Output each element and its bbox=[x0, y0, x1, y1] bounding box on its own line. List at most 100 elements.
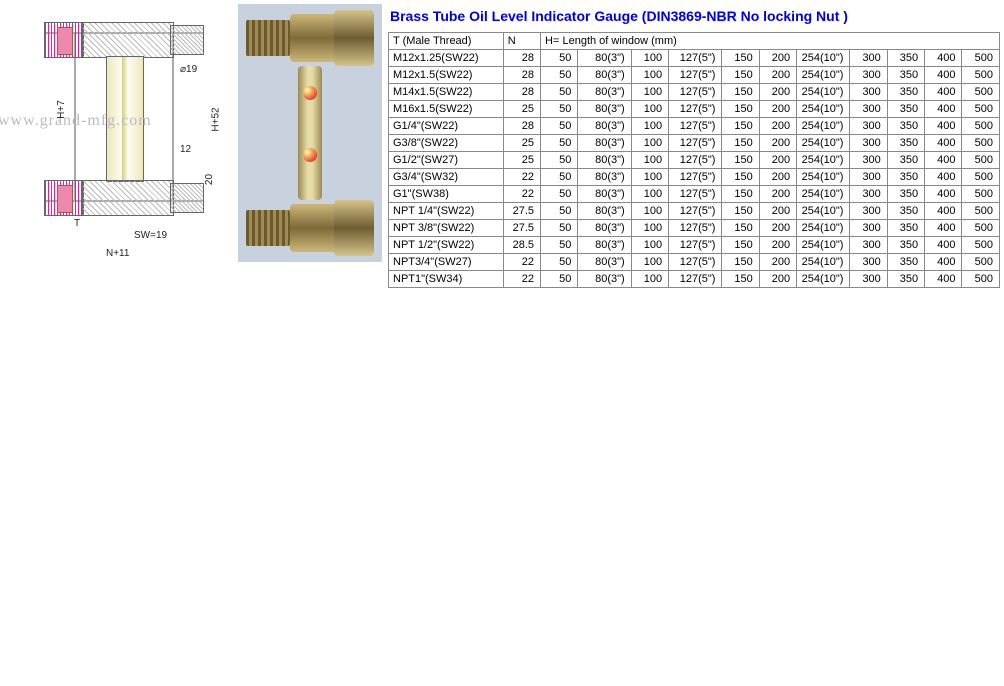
cell-value: 127(5") bbox=[669, 118, 722, 135]
cell-value: 50 bbox=[541, 84, 578, 101]
cell-value: 100 bbox=[631, 67, 668, 84]
table-row: NPT 1/4"(SW22)27.55080(3")100127(5")1502… bbox=[389, 203, 1000, 220]
cell-value: 200 bbox=[759, 50, 796, 67]
col-thread: T (Male Thread) bbox=[389, 33, 504, 50]
cell-value: 400 bbox=[925, 186, 962, 203]
cell-value: 350 bbox=[887, 237, 924, 254]
cell-value: 80(3") bbox=[578, 101, 631, 118]
cell-value: 200 bbox=[759, 169, 796, 186]
cell-thread: M16x1.5(SW22) bbox=[389, 101, 504, 118]
cell-value: 100 bbox=[631, 271, 668, 288]
cell-value: 400 bbox=[925, 101, 962, 118]
cell-value: 350 bbox=[887, 271, 924, 288]
left-images: www.grand-mfg.com ⌀19 12 SW=19 N+11 T H+… bbox=[4, 4, 382, 262]
cell-value: 200 bbox=[759, 220, 796, 237]
cell-value: 100 bbox=[631, 169, 668, 186]
cell-thread: G1"(SW38) bbox=[389, 186, 504, 203]
table-row: G1"(SW38)225080(3")100127(5")150200254(1… bbox=[389, 186, 1000, 203]
cell-value: 100 bbox=[631, 237, 668, 254]
cell-value: 80(3") bbox=[578, 186, 631, 203]
cell-value: 80(3") bbox=[578, 118, 631, 135]
cell-thread: NPT3/4"(SW27) bbox=[389, 254, 504, 271]
table-row: G1/4"(SW22)285080(3")100127(5")150200254… bbox=[389, 118, 1000, 135]
cell-n: 28 bbox=[503, 118, 540, 135]
cell-n: 28 bbox=[503, 50, 540, 67]
cell-value: 80(3") bbox=[578, 67, 631, 84]
table-row: NPT 1/2"(SW22)28.55080(3")100127(5")1502… bbox=[389, 237, 1000, 254]
cell-value: 300 bbox=[850, 186, 887, 203]
cell-value: 150 bbox=[722, 254, 759, 271]
cell-value: 127(5") bbox=[669, 67, 722, 84]
cell-value: 127(5") bbox=[669, 186, 722, 203]
cell-thread: M12x1.5(SW22) bbox=[389, 67, 504, 84]
cell-value: 254(10") bbox=[797, 203, 850, 220]
cell-value: 500 bbox=[962, 84, 1000, 101]
cell-value: 100 bbox=[631, 186, 668, 203]
cell-value: 350 bbox=[887, 101, 924, 118]
cell-value: 254(10") bbox=[797, 186, 850, 203]
cell-value: 400 bbox=[925, 50, 962, 67]
cell-value: 50 bbox=[541, 220, 578, 237]
cell-value: 150 bbox=[722, 271, 759, 288]
technical-drawing: www.grand-mfg.com ⌀19 12 SW=19 N+11 T H+… bbox=[4, 4, 234, 262]
cell-value: 400 bbox=[925, 203, 962, 220]
cell-value: 127(5") bbox=[669, 169, 722, 186]
cell-n: 22 bbox=[503, 169, 540, 186]
cell-value: 350 bbox=[887, 135, 924, 152]
cell-value: 300 bbox=[850, 118, 887, 135]
cell-value: 500 bbox=[962, 152, 1000, 169]
dim-d12: 12 bbox=[180, 144, 191, 155]
cell-value: 500 bbox=[962, 220, 1000, 237]
cell-value: 350 bbox=[887, 203, 924, 220]
cell-n: 22 bbox=[503, 186, 540, 203]
cell-thread: G3/8"(SW22) bbox=[389, 135, 504, 152]
cell-value: 400 bbox=[925, 271, 962, 288]
cell-value: 50 bbox=[541, 254, 578, 271]
table-row: M12x1.5(SW22)285080(3")100127(5")1502002… bbox=[389, 67, 1000, 84]
cell-thread: NPT 1/2"(SW22) bbox=[389, 237, 504, 254]
cell-n: 27.5 bbox=[503, 220, 540, 237]
cell-n: 27.5 bbox=[503, 203, 540, 220]
cell-value: 500 bbox=[962, 50, 1000, 67]
cell-value: 254(10") bbox=[797, 271, 850, 288]
cell-value: 200 bbox=[759, 186, 796, 203]
cell-value: 400 bbox=[925, 152, 962, 169]
col-n: N bbox=[503, 33, 540, 50]
cell-value: 300 bbox=[850, 203, 887, 220]
cell-value: 200 bbox=[759, 152, 796, 169]
cell-value: 80(3") bbox=[578, 84, 631, 101]
cell-value: 254(10") bbox=[797, 67, 850, 84]
cell-value: 400 bbox=[925, 254, 962, 271]
cell-value: 500 bbox=[962, 254, 1000, 271]
cell-value: 500 bbox=[962, 135, 1000, 152]
cell-value: 127(5") bbox=[669, 152, 722, 169]
cell-value: 350 bbox=[887, 67, 924, 84]
cell-value: 150 bbox=[722, 67, 759, 84]
cell-value: 300 bbox=[850, 152, 887, 169]
cell-value: 80(3") bbox=[578, 237, 631, 254]
cell-thread: G3/4"(SW32) bbox=[389, 169, 504, 186]
cell-value: 127(5") bbox=[669, 101, 722, 118]
cell-value: 200 bbox=[759, 254, 796, 271]
watermark-text: www.grand-mfg.com bbox=[0, 112, 152, 130]
cell-value: 200 bbox=[759, 135, 796, 152]
dim-sw19: SW=19 bbox=[134, 230, 167, 241]
cell-n: 28 bbox=[503, 67, 540, 84]
cell-value: 150 bbox=[722, 101, 759, 118]
cell-value: 400 bbox=[925, 220, 962, 237]
cell-value: 80(3") bbox=[578, 169, 631, 186]
cell-n: 28 bbox=[503, 84, 540, 101]
cell-value: 100 bbox=[631, 84, 668, 101]
col-h: H= Length of window (mm) bbox=[541, 33, 1000, 50]
cell-value: 200 bbox=[759, 84, 796, 101]
cell-value: 127(5") bbox=[669, 254, 722, 271]
cell-value: 300 bbox=[850, 50, 887, 67]
cell-value: 500 bbox=[962, 101, 1000, 118]
cell-n: 25 bbox=[503, 101, 540, 118]
table-row: M12x1.25(SW22)285080(3")100127(5")150200… bbox=[389, 50, 1000, 67]
page-title: Brass Tube Oil Level Indicator Gauge (DI… bbox=[388, 4, 1000, 32]
table-row: NPT1"(SW34)225080(3")100127(5")150200254… bbox=[389, 271, 1000, 288]
cell-thread: M12x1.25(SW22) bbox=[389, 50, 504, 67]
cell-value: 254(10") bbox=[797, 84, 850, 101]
cell-value: 150 bbox=[722, 84, 759, 101]
